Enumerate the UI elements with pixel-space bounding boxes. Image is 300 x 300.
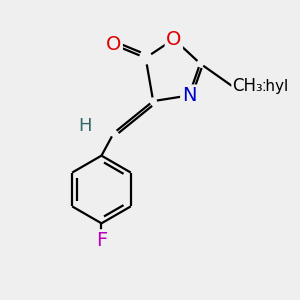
Text: O: O (166, 30, 182, 49)
Text: N: N (182, 86, 196, 105)
Text: O: O (106, 35, 122, 54)
Text: H: H (79, 117, 92, 135)
Text: F: F (96, 231, 107, 250)
Text: methyl: methyl (236, 79, 289, 94)
Text: CH₃: CH₃ (232, 77, 263, 95)
